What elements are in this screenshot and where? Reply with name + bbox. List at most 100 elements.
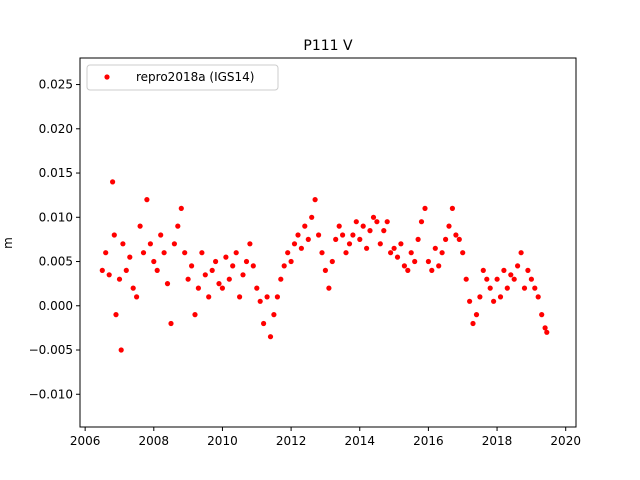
data-point xyxy=(467,298,473,304)
data-point xyxy=(281,263,287,269)
data-point xyxy=(147,241,153,247)
data-point xyxy=(446,223,452,229)
data-point xyxy=(456,236,462,242)
data-point xyxy=(106,272,112,278)
data-point xyxy=(504,285,510,291)
data-point xyxy=(309,214,315,220)
data-point xyxy=(233,250,239,256)
data-point xyxy=(216,281,222,287)
data-point xyxy=(151,258,157,265)
data-point xyxy=(329,258,335,265)
data-point xyxy=(443,236,449,242)
data-point xyxy=(154,267,160,273)
data-point xyxy=(130,285,136,291)
data-point xyxy=(422,205,428,211)
y-tick-label: 0.005 xyxy=(39,255,73,269)
data-point xyxy=(158,232,164,238)
plot-frame xyxy=(79,57,577,428)
data-point xyxy=(515,263,521,269)
data-point xyxy=(171,241,177,247)
data-point xyxy=(206,294,212,300)
data-point xyxy=(267,334,274,340)
data-point xyxy=(322,267,328,273)
y-tick-label: 0.015 xyxy=(39,166,73,180)
data-point xyxy=(364,245,370,251)
data-point xyxy=(182,250,188,256)
data-point xyxy=(199,250,205,256)
data-point xyxy=(178,205,184,211)
x-tick-label: 2012 xyxy=(276,434,307,448)
x-tick-label: 2008 xyxy=(139,434,170,448)
data-point xyxy=(535,294,541,300)
data-point xyxy=(274,294,280,300)
data-point xyxy=(542,325,548,331)
data-point xyxy=(528,276,535,282)
data-point xyxy=(544,329,550,335)
data-point xyxy=(250,263,256,269)
chart-title: P111 V xyxy=(303,38,353,54)
y-tick-label: −0.005 xyxy=(29,343,73,357)
data-point xyxy=(185,276,191,282)
legend: repro2018a (IGS14) xyxy=(86,64,279,91)
data-point xyxy=(484,276,490,282)
data-point xyxy=(285,250,291,256)
data-point xyxy=(134,294,140,300)
data-point xyxy=(408,250,414,256)
data-point xyxy=(202,272,208,278)
data-point xyxy=(219,285,225,291)
data-point xyxy=(521,285,528,291)
data-point xyxy=(118,347,124,353)
data-point xyxy=(123,267,129,273)
data-point xyxy=(511,276,517,282)
data-point xyxy=(398,241,404,247)
data-point xyxy=(453,232,459,238)
data-point xyxy=(360,223,366,229)
data-point xyxy=(168,320,174,327)
x-axis: 2006 2008 2010 2012 2014 2016 2018 2020 xyxy=(70,427,581,448)
data-point xyxy=(137,223,143,229)
data-point xyxy=(209,267,215,273)
data-point xyxy=(391,245,397,251)
data-point xyxy=(140,250,147,256)
data-point xyxy=(120,241,126,247)
data-point xyxy=(508,272,514,278)
data-point xyxy=(350,232,356,238)
y-tick-label: 0.010 xyxy=(39,210,73,224)
y-tick-label: 0.025 xyxy=(39,78,73,92)
data-point xyxy=(415,236,421,242)
data-point xyxy=(237,294,243,300)
data-point xyxy=(501,267,507,273)
data-point xyxy=(164,281,171,287)
data-point xyxy=(494,276,500,282)
data-points xyxy=(99,179,550,353)
data-point xyxy=(127,254,133,260)
data-point xyxy=(302,223,308,229)
data-point xyxy=(394,254,401,260)
data-point xyxy=(491,298,497,304)
x-tick-label: 2010 xyxy=(207,434,238,448)
data-point xyxy=(463,276,469,282)
data-point xyxy=(532,285,538,291)
data-point xyxy=(418,219,425,225)
data-point xyxy=(480,267,486,273)
data-point xyxy=(333,236,339,242)
data-point xyxy=(353,219,359,225)
data-point xyxy=(175,223,181,229)
data-point xyxy=(367,228,373,234)
data-point xyxy=(271,312,277,318)
data-point xyxy=(295,232,301,238)
x-tick-label: 2016 xyxy=(413,434,444,448)
data-point xyxy=(103,250,109,256)
y-axis: −0.010 −0.005 0.000 0.005 0.010 0.015 0.020 0.0… xyxy=(29,78,80,401)
data-point xyxy=(189,263,195,269)
data-point xyxy=(449,205,455,211)
legend-label: repro2018a (IGS14) xyxy=(136,70,254,84)
data-point xyxy=(316,232,322,238)
data-point xyxy=(357,236,363,242)
data-point xyxy=(305,236,311,242)
data-point xyxy=(381,228,387,234)
data-point xyxy=(116,276,123,282)
data-point xyxy=(192,312,198,318)
data-point xyxy=(111,232,117,238)
